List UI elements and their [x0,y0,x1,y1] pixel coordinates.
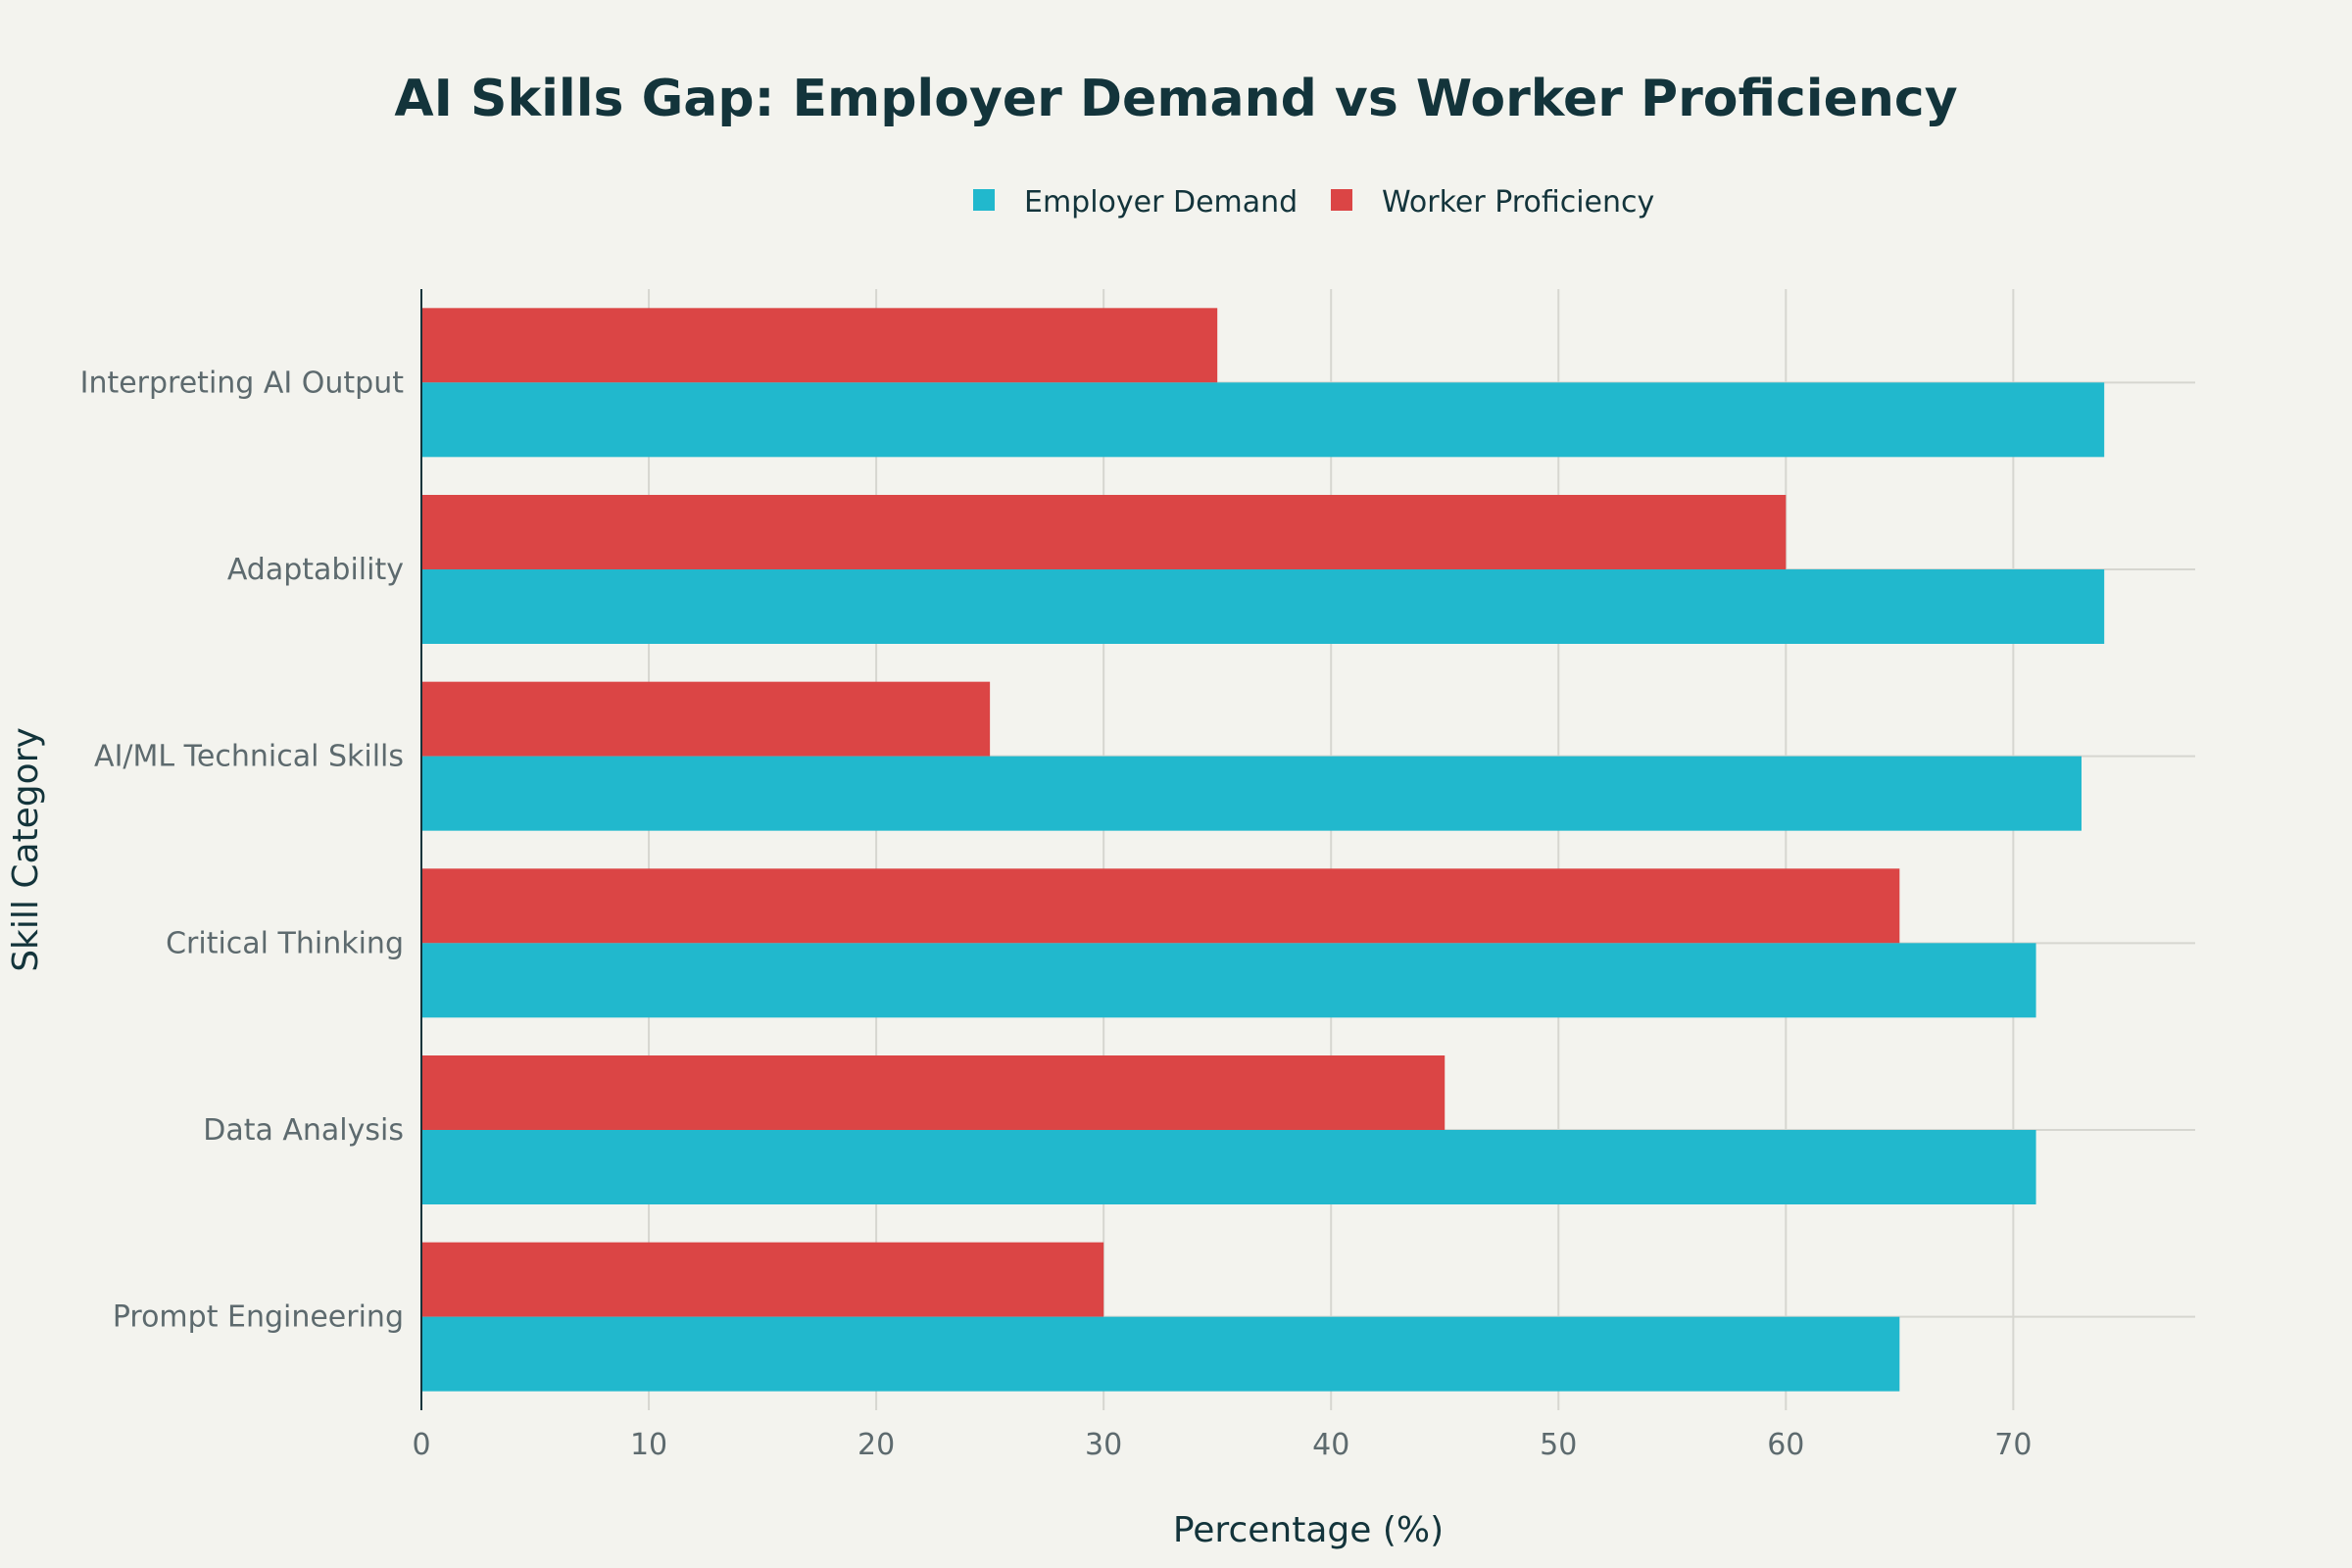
y-tick-label: Data Analysis [203,1113,404,1148]
legend-label: Employer Demand [1024,185,1298,220]
bar-worker-proficiency [421,308,1218,383]
legend-label: Worker Proficiency [1382,185,1654,220]
bar-employer-demand [421,569,2105,644]
x-tick-label: 0 [412,1428,430,1462]
bar-worker-proficiency [421,1242,1104,1317]
bar-worker-proficiency [421,495,1787,569]
x-tick-label: 60 [1767,1428,1804,1462]
bar-employer-demand [421,756,2082,831]
bars [421,308,2105,1392]
bar-worker-proficiency [421,1055,1446,1130]
x-axis-label: Percentage (%) [1173,1510,1444,1550]
bar-employer-demand [421,1316,1900,1392]
y-tick-label: Prompt Engineering [113,1300,404,1335]
x-tick-label: 10 [630,1428,667,1462]
x-tick-label: 50 [1540,1428,1577,1462]
legend: Employer Demand Worker Proficiency [973,185,1654,220]
bar-employer-demand [421,943,2036,1018]
y-tick-label: Interpreting AI Output [80,366,405,400]
bar-worker-proficiency [421,868,1900,944]
legend-swatch [1331,189,1352,211]
x-tick-label: 20 [858,1428,895,1462]
chart-title: AI Skills Gap: Employer Demand vs Worker… [394,70,1957,128]
gridlines [421,289,2195,1410]
x-tick-label: 70 [1994,1428,2032,1462]
y-tick-label: AI/ML Technical Skills [94,740,404,774]
bar-employer-demand [421,382,2105,458]
legend-swatch [973,189,995,211]
bar-employer-demand [421,1130,2036,1204]
axes: 0 10 20 30 40 50 60 70 Interpreting AI Output Ada… [80,289,2032,1462]
y-tick-label: Adaptability [227,553,404,587]
y-tick-label: Critical Thinking [166,926,404,960]
bar-worker-proficiency [421,681,991,757]
x-tick-label: 30 [1085,1428,1122,1462]
x-tick-label: 40 [1312,1428,1349,1462]
y-axis-label: Skill Category [6,727,46,972]
